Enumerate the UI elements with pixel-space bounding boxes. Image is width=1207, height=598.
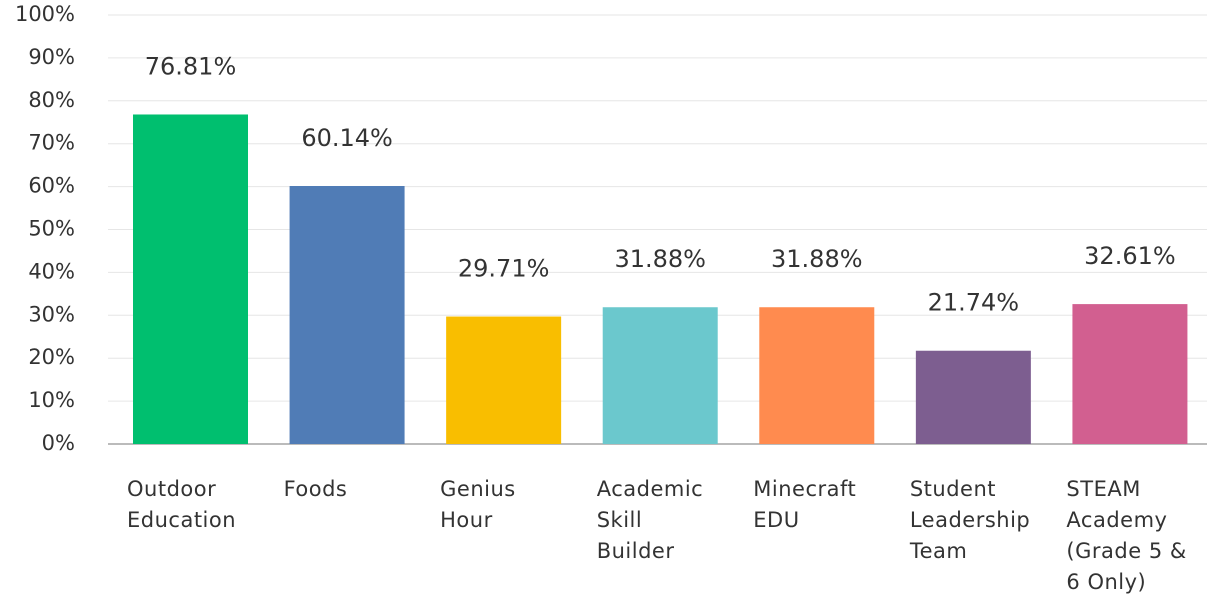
y-tick-label: 0% (42, 431, 75, 455)
value-label: 31.88% (771, 245, 863, 273)
value-label: 32.61% (1084, 242, 1176, 270)
y-tick-label: 90% (28, 45, 75, 69)
y-tick-label: 10% (28, 388, 75, 412)
x-tick-label: Student Leadership Team (909, 477, 1031, 563)
bar (759, 307, 875, 444)
x-tick-label: Academic Skill Builder (596, 477, 704, 563)
value-label: 76.81% (145, 52, 237, 80)
value-label: 60.14% (301, 124, 393, 152)
bar (915, 350, 1031, 444)
y-tick-label: 80% (28, 88, 75, 112)
y-tick-label: 60% (28, 174, 75, 198)
x-tick-label: Outdoor Education (127, 477, 237, 532)
bar (289, 185, 405, 445)
value-label: 21.74% (928, 289, 1020, 317)
bar (602, 307, 718, 444)
y-tick-label: 20% (28, 345, 75, 369)
bar (446, 316, 562, 444)
y-tick-label: 50% (28, 217, 75, 241)
bar (133, 114, 248, 444)
y-tick-label: 30% (28, 302, 75, 326)
y-tick-label: 70% (28, 131, 75, 155)
x-tick-label: Genius Hour (440, 477, 516, 532)
x-tick-label: Foods (283, 477, 348, 501)
value-label: 29.71% (458, 255, 550, 283)
x-tick-label: STEAM Academy (Grade 5 & 6 Only) (1066, 477, 1187, 594)
bar (1072, 304, 1188, 444)
y-tick-label: 40% (28, 259, 75, 283)
x-tick-label: Minecraft EDU (753, 477, 857, 532)
y-tick-label: 100% (15, 2, 75, 26)
value-label: 31.88% (614, 245, 706, 273)
